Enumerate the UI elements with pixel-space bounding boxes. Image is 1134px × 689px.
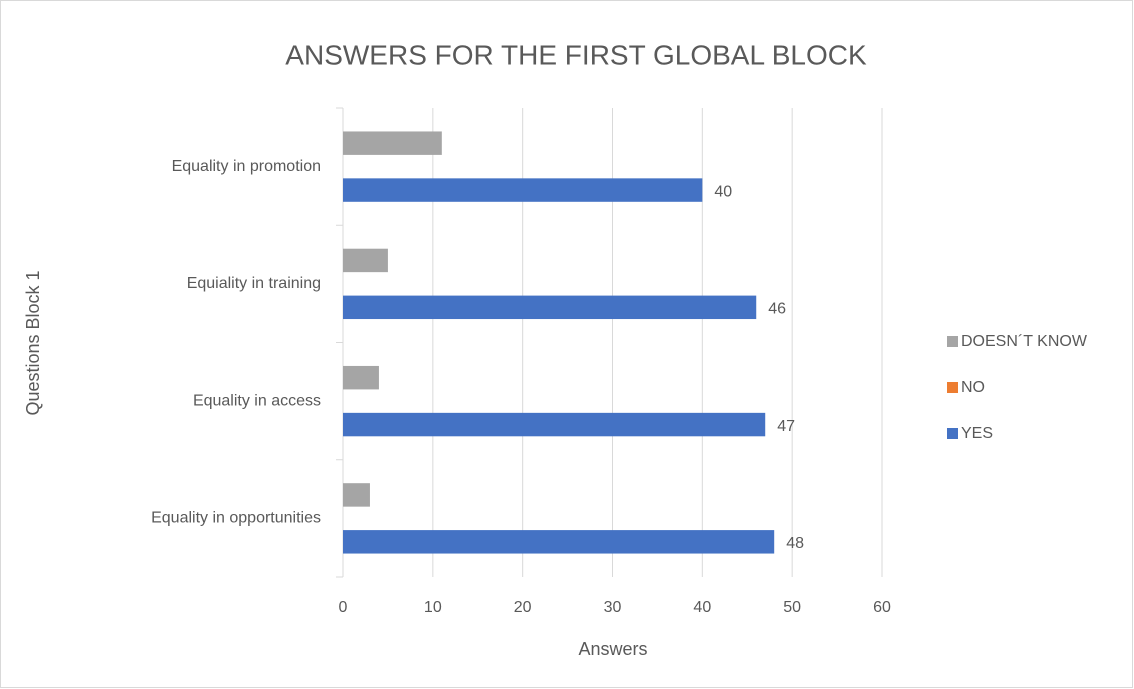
data-label: 40 (714, 183, 732, 200)
y-tick-label: Equality in access (193, 392, 321, 409)
y-tick-label: Equiality in training (187, 275, 321, 292)
y-tick-label: Equality in promotion (172, 158, 321, 175)
chart-title: ANSWERS FOR THE FIRST GLOBAL BLOCK (285, 39, 867, 70)
legend-swatch (947, 428, 958, 439)
bar (343, 530, 775, 554)
legend-label: YES (961, 425, 993, 442)
data-label: 46 (768, 301, 786, 318)
x-tick-label: 50 (783, 599, 801, 616)
y-axis-title: Questions Block 1 (23, 270, 43, 415)
bar (343, 178, 703, 202)
legend-label: DOESN´T KNOW (961, 333, 1088, 350)
bar (343, 295, 757, 320)
bar (343, 483, 370, 507)
bar (343, 412, 766, 437)
x-tick-label: 30 (604, 599, 622, 616)
legend-swatch (947, 336, 958, 347)
legend-swatch (947, 382, 958, 393)
x-tick-label: 20 (514, 599, 532, 616)
x-tick-label: 0 (339, 599, 348, 616)
data-label: 47 (777, 418, 795, 435)
x-axis-title: Answers (578, 639, 647, 659)
x-tick-label: 60 (873, 599, 891, 616)
x-tick-label: 40 (693, 599, 711, 616)
y-tick-label: Equality in opportunities (151, 510, 321, 527)
bar (343, 248, 388, 273)
bar (343, 365, 379, 390)
legend-label: NO (961, 379, 985, 396)
data-label: 48 (786, 535, 804, 552)
x-tick-label: 10 (424, 599, 442, 616)
bar (343, 131, 442, 155)
